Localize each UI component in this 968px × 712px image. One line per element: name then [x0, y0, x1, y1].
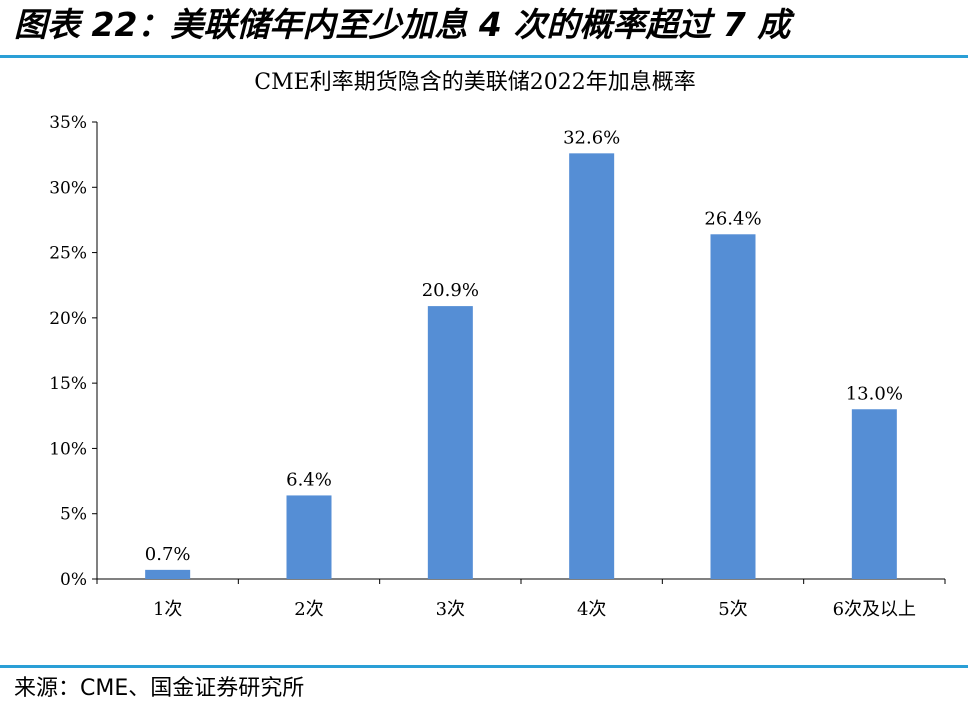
y-tick-label: 5%	[60, 505, 87, 525]
x-tick-label: 5次	[718, 599, 747, 620]
data-label: 20.9%	[422, 280, 479, 301]
data-label: 0.7%	[145, 544, 191, 565]
x-tick-label: 4次	[577, 599, 606, 620]
y-tick-label: 25%	[49, 244, 87, 264]
y-tick-label: 0%	[60, 570, 87, 590]
source-note: 来源：CME、国金证券研究所	[14, 676, 305, 701]
y-tick-label: 20%	[49, 309, 87, 329]
title-divider	[0, 55, 968, 58]
x-tick-label: 3次	[436, 599, 465, 620]
data-label: 6.4%	[286, 469, 332, 490]
x-tick-label: 1次	[153, 599, 182, 620]
bars	[145, 153, 897, 579]
bar-chart: CME利率期货隐含的美联储2022年加息概率 0% 5% 10% 15% 20% 25% 3…	[49, 70, 946, 620]
y-tick-label: 15%	[49, 374, 87, 394]
y-tick-label: 10%	[49, 439, 87, 459]
bar	[145, 569, 191, 579]
bar	[427, 306, 473, 579]
bar	[569, 153, 615, 579]
bar	[851, 409, 897, 579]
source-divider	[0, 665, 968, 668]
x-axis: 1次 2次 3次 4次 5次 6次及以上	[96, 578, 946, 620]
data-labels: 0.7% 6.4% 20.9% 32.6% 26.4% 13.0%	[145, 127, 903, 565]
data-label: 32.6%	[563, 127, 620, 148]
chart-title: CME利率期货隐含的美联储2022年加息概率	[254, 70, 695, 95]
figure-title: 图表 22：美联储年内至少加息 4 次的概率超过 7 成	[14, 5, 791, 44]
y-tick-label: 30%	[49, 178, 87, 198]
bar	[286, 495, 332, 579]
x-tick-label: 2次	[294, 599, 323, 620]
data-label: 26.4%	[704, 208, 761, 229]
y-tick-label: 35%	[49, 113, 87, 133]
x-tick-label: 6次及以上	[833, 599, 916, 620]
y-axis: 0% 5% 10% 15% 20% 25% 30% 35%	[49, 113, 98, 590]
bar	[710, 234, 756, 579]
data-label: 13.0%	[846, 383, 903, 404]
